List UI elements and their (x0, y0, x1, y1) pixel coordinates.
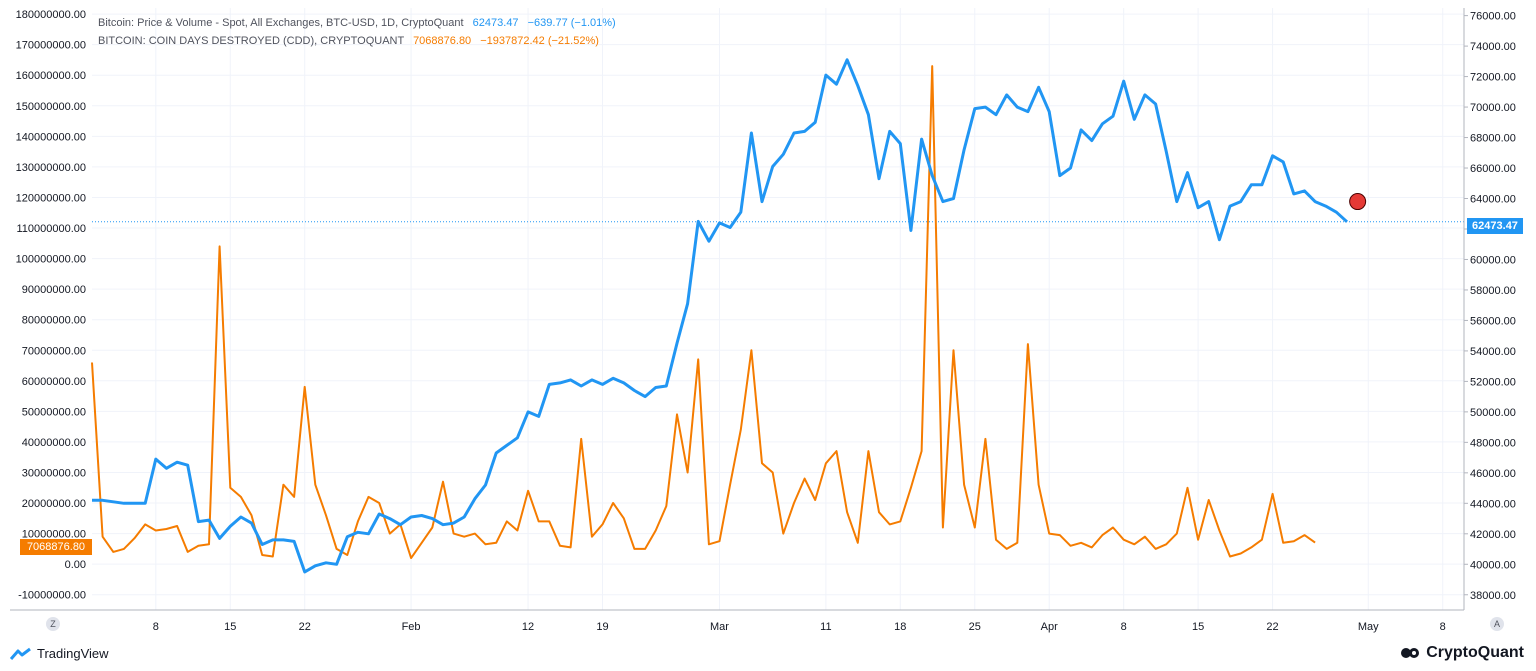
left-tick-label: 180000000.00 (16, 9, 86, 21)
right-tick-label: 64000.00 (1470, 194, 1516, 206)
right-tick-label: 48000.00 (1470, 437, 1516, 449)
left-tick-label: 140000000.00 (16, 131, 86, 143)
left-tick-label: 90000000.00 (22, 284, 86, 296)
chart-legend: Bitcoin: Price & Volume - Spot, All Exch… (98, 14, 616, 50)
left-tick-label: 110000000.00 (16, 223, 86, 235)
left-tick-label: 20000000.00 (22, 498, 86, 510)
x-tick-label: Apr (1041, 621, 1058, 633)
right-tick-label: 38000.00 (1470, 590, 1516, 602)
left-axis: -10000000.00 0.00 10000000.00 20000000.00 30… (16, 9, 86, 602)
left-tick-label: 60000000.00 (22, 376, 86, 388)
right-tick-label: 40000.00 (1470, 559, 1516, 571)
legend-cdd-value: 7068876.80 (413, 35, 472, 47)
last-price-tag: 62473.47 (1467, 218, 1523, 234)
right-tick-label: 74000.00 (1470, 41, 1516, 53)
right-tick-label: 54000.00 (1470, 346, 1516, 358)
x-tick-label: 15 (224, 621, 236, 633)
left-tick-label: 40000000.00 (22, 437, 86, 449)
red-dot-marker (1349, 193, 1367, 211)
x-tick-label: 19 (596, 621, 608, 633)
legend-price-change: −639.77 (−1.01%) (527, 17, 616, 29)
tradingview-icon (10, 647, 31, 660)
right-tick-label: 68000.00 (1470, 133, 1516, 145)
cryptoquant-label: CryptoQuant (1426, 644, 1524, 661)
left-tick-label: 70000000.00 (22, 345, 86, 357)
right-tick-label: 44000.00 (1470, 498, 1516, 510)
legend-row-cdd[interactable]: BITCOIN: COIN DAYS DESTROYED (CDD), CRYP… (98, 32, 616, 50)
x-tick-label: 22 (1266, 621, 1278, 633)
tradingview-label: TradingView (37, 646, 109, 661)
cryptoquant-icon (1401, 648, 1420, 658)
left-tick-label: 170000000.00 (16, 40, 86, 52)
right-tick-label: 42000.00 (1470, 529, 1516, 541)
last-cdd-tag: 7068876.80 (20, 539, 92, 555)
cdd-series-line (91, 65, 1316, 560)
left-tick-label: 150000000.00 (16, 101, 86, 113)
x-tick-label: 18 (894, 621, 906, 633)
x-tick-label: 22 (299, 621, 311, 633)
auto-scale-button[interactable]: A (1490, 617, 1504, 631)
left-tick-label: -10000000.00 (18, 590, 86, 602)
cryptoquant-logo: CryptoQuant (1400, 644, 1524, 662)
x-tick-label: Feb (402, 621, 421, 633)
right-tick-label: 76000.00 (1470, 11, 1516, 23)
right-tick-label: 70000.00 (1470, 102, 1516, 114)
right-tick-label: 50000.00 (1470, 407, 1516, 419)
price-series-line (92, 58, 1349, 574)
right-tick-label: 52000.00 (1470, 376, 1516, 388)
x-tick-label: 15 (1192, 621, 1204, 633)
legend-cdd-change: −1937872.42 (−21.52%) (480, 35, 599, 47)
legend-price-value: 62473.47 (472, 17, 519, 29)
chart-area[interactable]: -10000000.00 0.00 10000000.00 20000000.00 30… (0, 0, 1536, 640)
x-tick-label: 8 (1440, 621, 1446, 633)
right-tick-label: 58000.00 (1470, 285, 1516, 297)
right-tick-label: 60000.00 (1470, 254, 1516, 266)
x-tick-label: 8 (153, 621, 159, 633)
footer: TradingView CryptoQuant (0, 640, 1536, 671)
time-axis: 8 15 22 Feb 12 19 Mar 11 18 25 Apr 8 15 22 May 8 (153, 621, 1446, 633)
left-tick-label: 0.00 (65, 559, 86, 571)
left-tick-label: 50000000.00 (22, 406, 86, 418)
left-tick-label: 120000000.00 (16, 192, 86, 204)
right-tick-label: 56000.00 (1470, 315, 1516, 327)
right-tick-label: 46000.00 (1470, 468, 1516, 480)
timezone-button[interactable]: Z (46, 617, 60, 631)
x-tick-label: 11 (820, 621, 831, 633)
x-tick-label: May (1358, 621, 1379, 633)
right-tick-label: 72000.00 (1470, 72, 1516, 84)
left-tick-label: 80000000.00 (22, 315, 86, 327)
x-tick-label: 8 (1121, 621, 1127, 633)
left-tick-label: 130000000.00 (16, 162, 86, 174)
chart-grid (92, 8, 1464, 610)
x-tick-label: 12 (522, 621, 534, 633)
x-tick-label: Mar (710, 621, 729, 633)
left-tick-label: 160000000.00 (16, 70, 86, 82)
right-tick-label: 66000.00 (1470, 163, 1516, 175)
legend-row-price[interactable]: Bitcoin: Price & Volume - Spot, All Exch… (98, 14, 616, 32)
left-tick-label: 10000000.00 (22, 529, 86, 541)
x-tick-label: 25 (969, 621, 981, 633)
legend-price-name: Bitcoin: Price & Volume - Spot, All Exch… (98, 17, 464, 29)
tradingview-logo[interactable]: TradingView (10, 646, 109, 661)
left-tick-label: 30000000.00 (22, 467, 86, 479)
left-tick-label: 100000000.00 (16, 254, 86, 266)
legend-cdd-name: BITCOIN: COIN DAYS DESTROYED (CDD), CRYP… (98, 35, 404, 47)
